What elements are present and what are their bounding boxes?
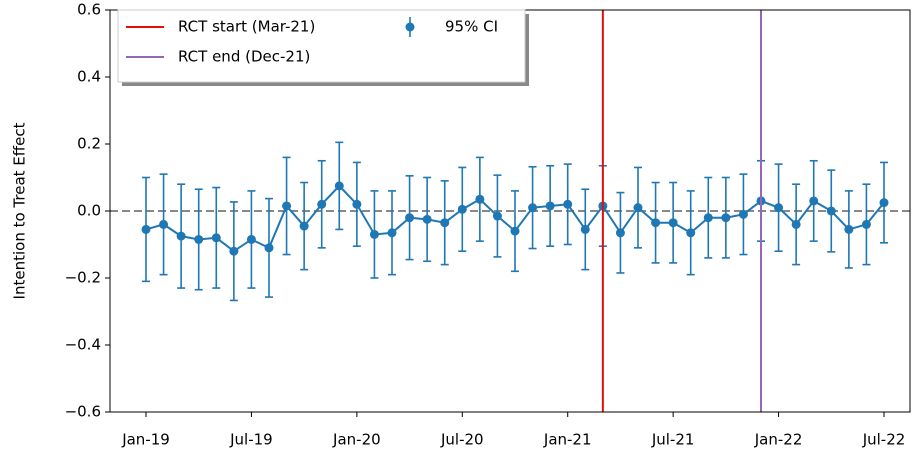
y-tick-label: −0.2 bbox=[65, 269, 101, 287]
y-tick-label: 0.6 bbox=[77, 1, 101, 19]
point bbox=[264, 243, 274, 253]
x-tick-label: Jul-22 bbox=[862, 431, 906, 449]
y-tick-label: −0.4 bbox=[65, 336, 101, 354]
legend-label: RCT start (Mar-21) bbox=[178, 18, 315, 36]
point bbox=[703, 213, 713, 223]
point bbox=[686, 228, 696, 238]
point bbox=[194, 234, 204, 244]
point bbox=[791, 219, 801, 229]
y-tick-label: 0.0 bbox=[77, 202, 101, 220]
point bbox=[563, 199, 573, 209]
point bbox=[422, 214, 432, 224]
x-tick-label: Jul-19 bbox=[229, 431, 273, 449]
y-tick-label: −0.6 bbox=[65, 403, 101, 421]
point bbox=[774, 203, 784, 213]
legend-swatch bbox=[405, 22, 415, 32]
point bbox=[580, 224, 590, 234]
point bbox=[440, 218, 450, 228]
point bbox=[633, 203, 643, 213]
point bbox=[299, 221, 309, 231]
point bbox=[879, 198, 889, 208]
legend-label: 95% CI bbox=[445, 18, 498, 36]
point bbox=[334, 181, 344, 191]
point bbox=[141, 224, 151, 234]
point bbox=[317, 199, 327, 209]
point bbox=[668, 218, 678, 228]
point bbox=[159, 219, 169, 229]
point bbox=[528, 203, 538, 213]
point bbox=[861, 219, 871, 229]
x-tick-label: Jul-20 bbox=[440, 431, 484, 449]
point bbox=[615, 228, 625, 238]
y-axis-label: Intention to Treat Effect bbox=[11, 122, 29, 299]
legend-frame bbox=[117, 9, 526, 83]
point bbox=[457, 204, 467, 214]
point bbox=[387, 228, 397, 238]
point bbox=[211, 233, 221, 243]
y-tick-label: 0.2 bbox=[77, 135, 101, 153]
x-tick-label: Jan-22 bbox=[754, 431, 803, 449]
point bbox=[176, 231, 186, 241]
point bbox=[369, 229, 379, 239]
point bbox=[475, 194, 485, 204]
point bbox=[229, 246, 239, 256]
x-tick-label: Jan-21 bbox=[543, 431, 592, 449]
x-tick-label: Jul-21 bbox=[651, 431, 695, 449]
x-tick-label: Jan-19 bbox=[121, 431, 170, 449]
x-tick-label: Jan-20 bbox=[332, 431, 381, 449]
point bbox=[246, 234, 256, 244]
point bbox=[282, 201, 292, 211]
point bbox=[738, 209, 748, 219]
point bbox=[545, 201, 555, 211]
point bbox=[809, 196, 819, 206]
point bbox=[405, 213, 415, 223]
point bbox=[826, 206, 836, 216]
point bbox=[844, 224, 854, 234]
point bbox=[651, 218, 661, 228]
legend-label: RCT end (Dec-21) bbox=[178, 48, 310, 66]
point bbox=[492, 211, 502, 221]
y-tick-label: 0.4 bbox=[77, 68, 101, 86]
point bbox=[721, 213, 731, 223]
point bbox=[510, 226, 520, 236]
point bbox=[352, 199, 362, 209]
